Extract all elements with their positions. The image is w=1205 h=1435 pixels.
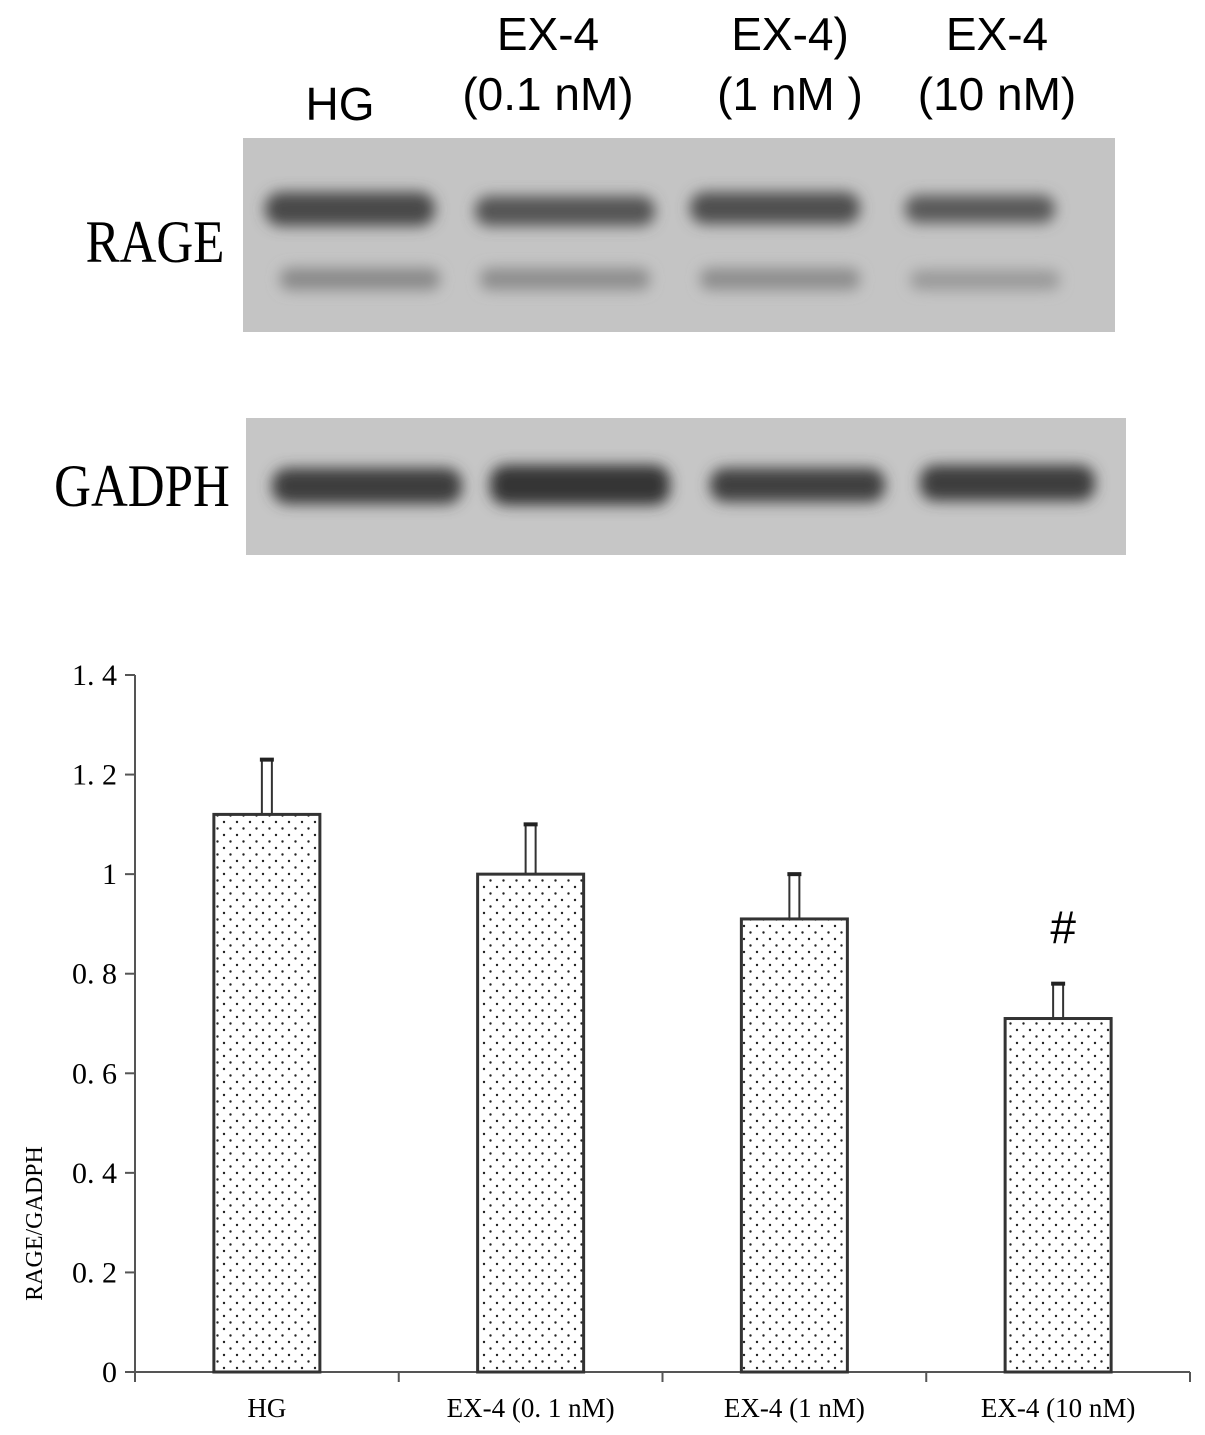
- bar: [739, 917, 849, 1374]
- x-tick-label: EX-4 (1 nM): [724, 1393, 865, 1423]
- lane-label: EX-4: [946, 8, 1048, 60]
- error-bar: [1052, 982, 1065, 1020]
- error-bar: [260, 758, 273, 816]
- y-tick-label: 0. 8: [72, 958, 117, 991]
- blot-panel: [243, 138, 1115, 332]
- annotation: #: [1050, 902, 1076, 954]
- lane-label: EX-4): [731, 8, 849, 60]
- row-label: GADPH: [54, 453, 230, 520]
- blot-bands: [265, 192, 1095, 505]
- bar: [1003, 1017, 1113, 1374]
- bar: [476, 872, 586, 1374]
- lane-label: HG: [306, 78, 375, 130]
- y-tick-label: 0. 4: [72, 1157, 117, 1190]
- lane-label: (0.1 nM): [462, 68, 633, 120]
- y-tick-label: 0. 6: [72, 1057, 117, 1090]
- x-tick-label: EX-4 (10 nM): [981, 1393, 1135, 1423]
- x-tick-label: EX-4 (0. 1 nM): [447, 1393, 615, 1423]
- lane-label: (10 nM): [918, 68, 1076, 120]
- row-label: RAGE: [86, 209, 225, 276]
- error-bar: [788, 873, 801, 920]
- lane-label: EX-4: [497, 8, 599, 60]
- y-tick-label: 0. 2: [72, 1256, 117, 1289]
- y-tick-label: 1. 4: [72, 659, 117, 692]
- y-tick-label: 0: [102, 1356, 117, 1389]
- y-axis-label: RAGE/GADPH: [22, 1146, 48, 1301]
- x-tick-label: HG: [247, 1393, 286, 1423]
- lane-label: (1 nM ): [717, 68, 863, 120]
- y-tick-label: 1: [102, 858, 117, 891]
- y-tick-label: 1. 2: [72, 759, 117, 792]
- bar: [212, 812, 322, 1374]
- error-bar: [524, 823, 537, 876]
